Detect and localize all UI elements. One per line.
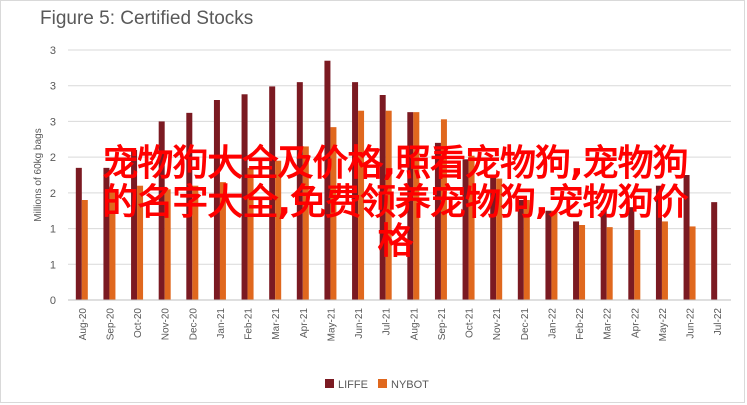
bar-nybot xyxy=(219,182,226,300)
bar-liffe xyxy=(75,167,82,300)
x-tick-label: Aug-21 xyxy=(409,308,420,341)
bar-nybot xyxy=(385,110,392,300)
bar-liffe xyxy=(711,202,718,300)
x-tick-label: Dec-21 xyxy=(520,308,531,341)
bar-nybot xyxy=(606,227,613,300)
x-tick-label: Jul-21 xyxy=(382,308,393,336)
bar-liffe xyxy=(103,167,110,300)
x-tick-label: Aug-20 xyxy=(78,308,89,341)
y-tick-label: 3 xyxy=(50,81,56,93)
bar-liffe xyxy=(655,185,662,300)
bar-liffe xyxy=(517,200,524,300)
x-tick-label: Apr-21 xyxy=(299,308,310,338)
x-tick-label: Jan-21 xyxy=(216,308,227,339)
bar-liffe xyxy=(600,210,607,300)
bar-liffe xyxy=(407,112,414,301)
bar-nybot xyxy=(496,178,503,300)
bar-nybot xyxy=(109,189,116,300)
x-tick-label: Mar-22 xyxy=(603,308,614,340)
bar-liffe xyxy=(186,112,193,300)
bar-liffe xyxy=(490,175,497,300)
bar-nybot xyxy=(440,119,447,301)
bar-nybot xyxy=(468,155,475,300)
bar-nybot xyxy=(634,230,641,300)
x-tick-label: Jun-21 xyxy=(354,308,365,339)
y-tick-label: 3 xyxy=(50,45,56,57)
legend-label-nybot: NYBOT xyxy=(391,379,429,391)
bar-nybot xyxy=(551,210,558,300)
bar-nybot xyxy=(137,185,144,300)
x-tick-label: Sep-21 xyxy=(437,308,448,341)
y-tick-label: 2 xyxy=(50,152,56,164)
x-tick-label: Sep-20 xyxy=(105,308,116,341)
legend-swatch-nybot xyxy=(378,379,387,388)
y-tick-label: 1 xyxy=(50,259,56,271)
bar-liffe xyxy=(158,121,165,300)
bar-nybot xyxy=(247,167,254,300)
bar-nybot xyxy=(689,226,696,300)
bar-liffe xyxy=(434,142,441,300)
bar-liffe xyxy=(324,60,331,300)
chart-title: Figure 5: Certified Stocks xyxy=(40,8,254,29)
bar-liffe xyxy=(379,95,386,300)
x-tick-label: Dec-20 xyxy=(188,308,199,341)
bar-liffe xyxy=(573,221,580,300)
y-tick-label: 1 xyxy=(50,224,56,236)
bar-nybot xyxy=(192,185,199,300)
x-tick-label: Apr-22 xyxy=(630,308,641,338)
bar-liffe xyxy=(683,175,690,300)
bar-nybot xyxy=(275,160,282,300)
bar-liffe xyxy=(241,94,248,301)
y-tick-label: 2 xyxy=(50,188,56,200)
x-tick-label: Jul-22 xyxy=(713,308,724,336)
bar-nybot xyxy=(661,221,668,300)
bar-liffe xyxy=(628,207,635,300)
x-tick-label: May-21 xyxy=(326,308,337,342)
bar-liffe xyxy=(462,159,469,300)
bar-nybot xyxy=(164,189,171,300)
y-tick-label: 3 xyxy=(50,116,56,128)
bar-nybot xyxy=(81,200,88,300)
bar-liffe xyxy=(131,150,138,300)
y-axis-title: Millions of 60kg bags xyxy=(33,128,44,221)
bar-nybot xyxy=(330,127,337,301)
x-tick-label: Jan-22 xyxy=(547,308,558,339)
bar-nybot xyxy=(358,110,365,300)
legend-label-liffe: LIFFE xyxy=(338,379,368,391)
bar-liffe xyxy=(296,82,303,301)
x-tick-label: Oct-20 xyxy=(133,308,144,338)
y-tick-label: 0 xyxy=(50,295,56,307)
bar-nybot xyxy=(579,225,586,300)
x-tick-label: Jun-22 xyxy=(686,308,697,339)
x-tick-label: Mar-21 xyxy=(271,308,282,340)
x-tick-label: Oct-21 xyxy=(465,308,476,338)
bar-liffe xyxy=(269,86,276,300)
bar-nybot xyxy=(523,200,530,300)
bar-liffe xyxy=(545,210,552,300)
bar-liffe xyxy=(213,100,220,300)
x-tick-label: May-22 xyxy=(658,308,669,342)
legend-swatch-liffe xyxy=(325,379,334,388)
x-tick-label: Nov-21 xyxy=(492,308,503,341)
x-tick-label: Feb-21 xyxy=(244,308,255,340)
bar-liffe xyxy=(352,82,359,301)
x-tick-label: Feb-22 xyxy=(575,308,586,340)
bar-nybot xyxy=(413,112,420,301)
bar-nybot xyxy=(302,146,309,300)
x-tick-label: Nov-20 xyxy=(161,308,172,341)
